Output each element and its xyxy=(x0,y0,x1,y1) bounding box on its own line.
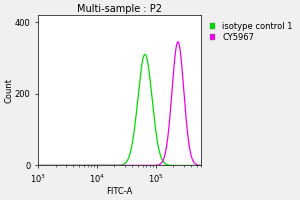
Legend: isotype control 1, CY5967: isotype control 1, CY5967 xyxy=(207,19,295,45)
Title: Multi-sample : P2: Multi-sample : P2 xyxy=(77,4,162,14)
Y-axis label: Count: Count xyxy=(4,78,13,103)
X-axis label: FITC-A: FITC-A xyxy=(106,187,133,196)
